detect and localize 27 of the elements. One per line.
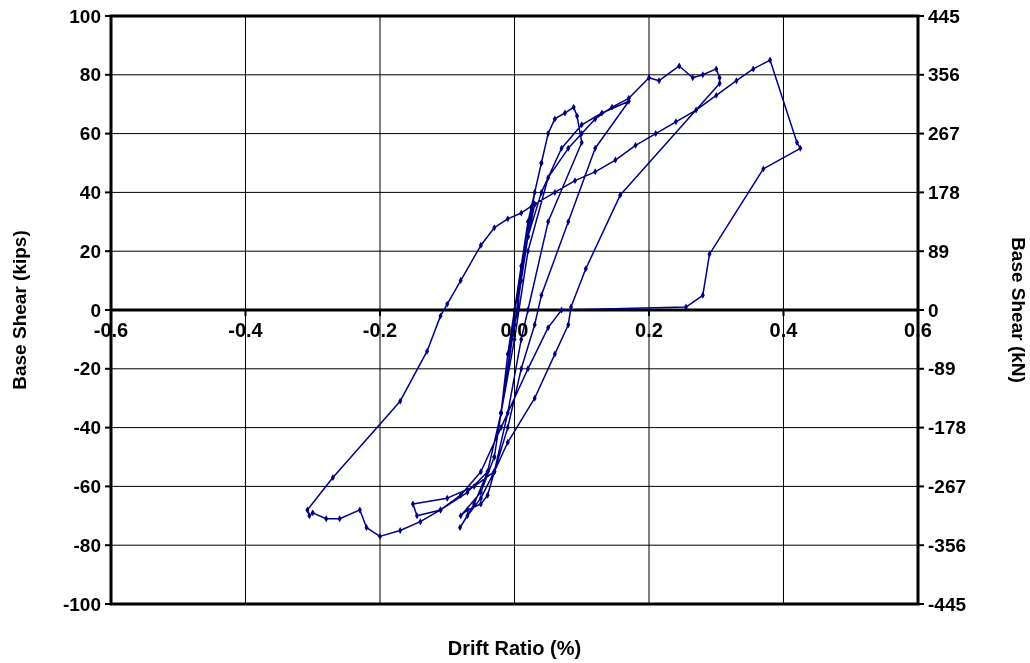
y-tick-label: -40 xyxy=(73,417,101,439)
y2-tick-label: -178 xyxy=(928,417,967,439)
y-tick-label: -60 xyxy=(73,476,101,498)
y2-tick-label: 0 xyxy=(928,299,939,321)
y-axis-title: Base Shear (kips) xyxy=(9,230,30,390)
y2-tick-label: -445 xyxy=(928,593,967,615)
x-axis-title: Drift Ratio (%) xyxy=(447,637,582,659)
y-tick-label: -100 xyxy=(62,593,101,615)
y2-tick-label: 445 xyxy=(928,5,961,27)
x-tick-label: -0.2 xyxy=(362,319,398,341)
y2-tick-label: 89 xyxy=(928,240,950,262)
y-tick-label: 60 xyxy=(79,123,101,145)
y-tick-label: 40 xyxy=(79,182,101,204)
y2-tick-label: -267 xyxy=(928,476,967,498)
y-tick-label: 0 xyxy=(90,299,101,321)
y2-axis-title: Base Shear (kN) xyxy=(1008,237,1029,383)
y-tick-label: -20 xyxy=(73,358,101,380)
y-tick-label: 100 xyxy=(69,5,101,27)
y2-tick-label: 356 xyxy=(928,64,960,86)
y-tick-label: 80 xyxy=(79,64,101,86)
y2-tick-label: 178 xyxy=(928,182,960,204)
y2-tick-label: -89 xyxy=(928,358,956,380)
x-tick-label: 0.2 xyxy=(635,319,663,341)
y-tick-label: 20 xyxy=(79,240,101,262)
y2-tick-label: 267 xyxy=(928,123,960,145)
y2-tick-label: -356 xyxy=(928,534,967,556)
y-tick-label: -80 xyxy=(73,534,101,556)
